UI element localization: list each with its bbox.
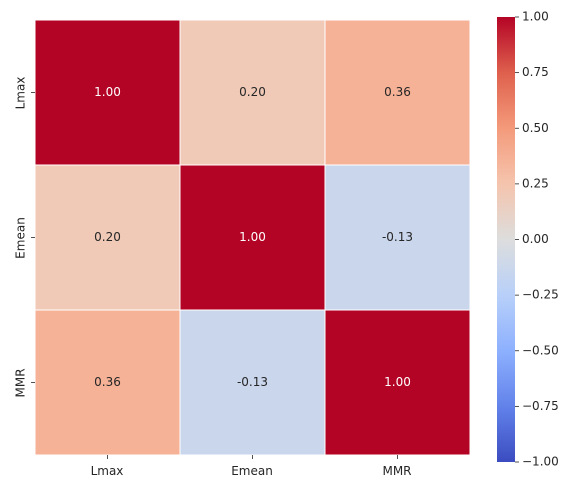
y-tick-labels: Lmax Emean MMR: [14, 77, 28, 398]
colorbar-tick-label: −0.25: [522, 288, 559, 302]
axis-tick-marks: [31, 92, 398, 459]
colorbar-tick-label: −0.75: [522, 399, 559, 413]
heatmap-cell-r1-c1: [179, 164, 326, 311]
heatmap-cell-r0-c2: [324, 19, 471, 166]
colorbar-tick-label: 0.50: [522, 121, 549, 135]
colorbar-tick-label: 0.25: [522, 176, 549, 190]
heatmap-cell-r1-c0: [34, 164, 181, 311]
heatmap-value-label-r0-c1: 0.20: [239, 85, 266, 99]
colorbar-tick-label: 0.00: [522, 232, 549, 246]
y-tick-label-lmax: Lmax: [14, 77, 28, 110]
heatmap-cell-r2-c0: [34, 309, 181, 456]
x-tick-label-mmr: MMR: [382, 464, 411, 478]
colorbar-tick-label: 0.75: [522, 65, 549, 79]
heatmap-value-label-r2-c2: 1.00: [384, 375, 411, 389]
heatmap-cell-r0-c1: [179, 19, 326, 166]
heatmap-value-label-r2-c1: -0.13: [237, 375, 268, 389]
heatmap-cell-r2-c1: [179, 309, 326, 456]
x-tick-labels: Lmax Emean MMR: [91, 464, 412, 478]
heatmap-value-label-r2-c0: 0.36: [94, 375, 121, 389]
x-tick-label-lmax: Lmax: [91, 464, 124, 478]
colorbar-gradient: [497, 17, 515, 462]
colorbar-ticks: 1.00 0.75 0.50 0.25 0.00 −0.25 −0.50 −0.75 −1.00: [515, 10, 559, 469]
heatmap-cells: 1.00 0.20 0.36 0.20 1.00 -0.13 0.36 -0.13 1.00: [34, 19, 471, 456]
y-tick-label-emean: Emean: [14, 217, 28, 259]
colorbar-tick-label: −0.50: [522, 343, 559, 357]
heatmap-value-label-r0-c0: 1.00: [94, 85, 121, 99]
colorbar: [497, 17, 515, 462]
colorbar-tick-label: −1.00: [522, 455, 559, 469]
heatmap-cell-r0-c0: [34, 19, 181, 166]
heatmap-value-label-r1-c2: -0.13: [382, 230, 413, 244]
heatmap-value-label-r1-c1: 1.00: [239, 230, 266, 244]
heatmap-value-label-r1-c0: 0.20: [94, 230, 121, 244]
colorbar-tick-label: 1.00: [522, 10, 549, 24]
heatmap-value-label-r0-c2: 0.36: [384, 85, 411, 99]
y-tick-label-mmr: MMR: [14, 368, 28, 397]
x-tick-label-emean: Emean: [231, 464, 273, 478]
heatmap-cell-r1-c2: [324, 164, 471, 311]
